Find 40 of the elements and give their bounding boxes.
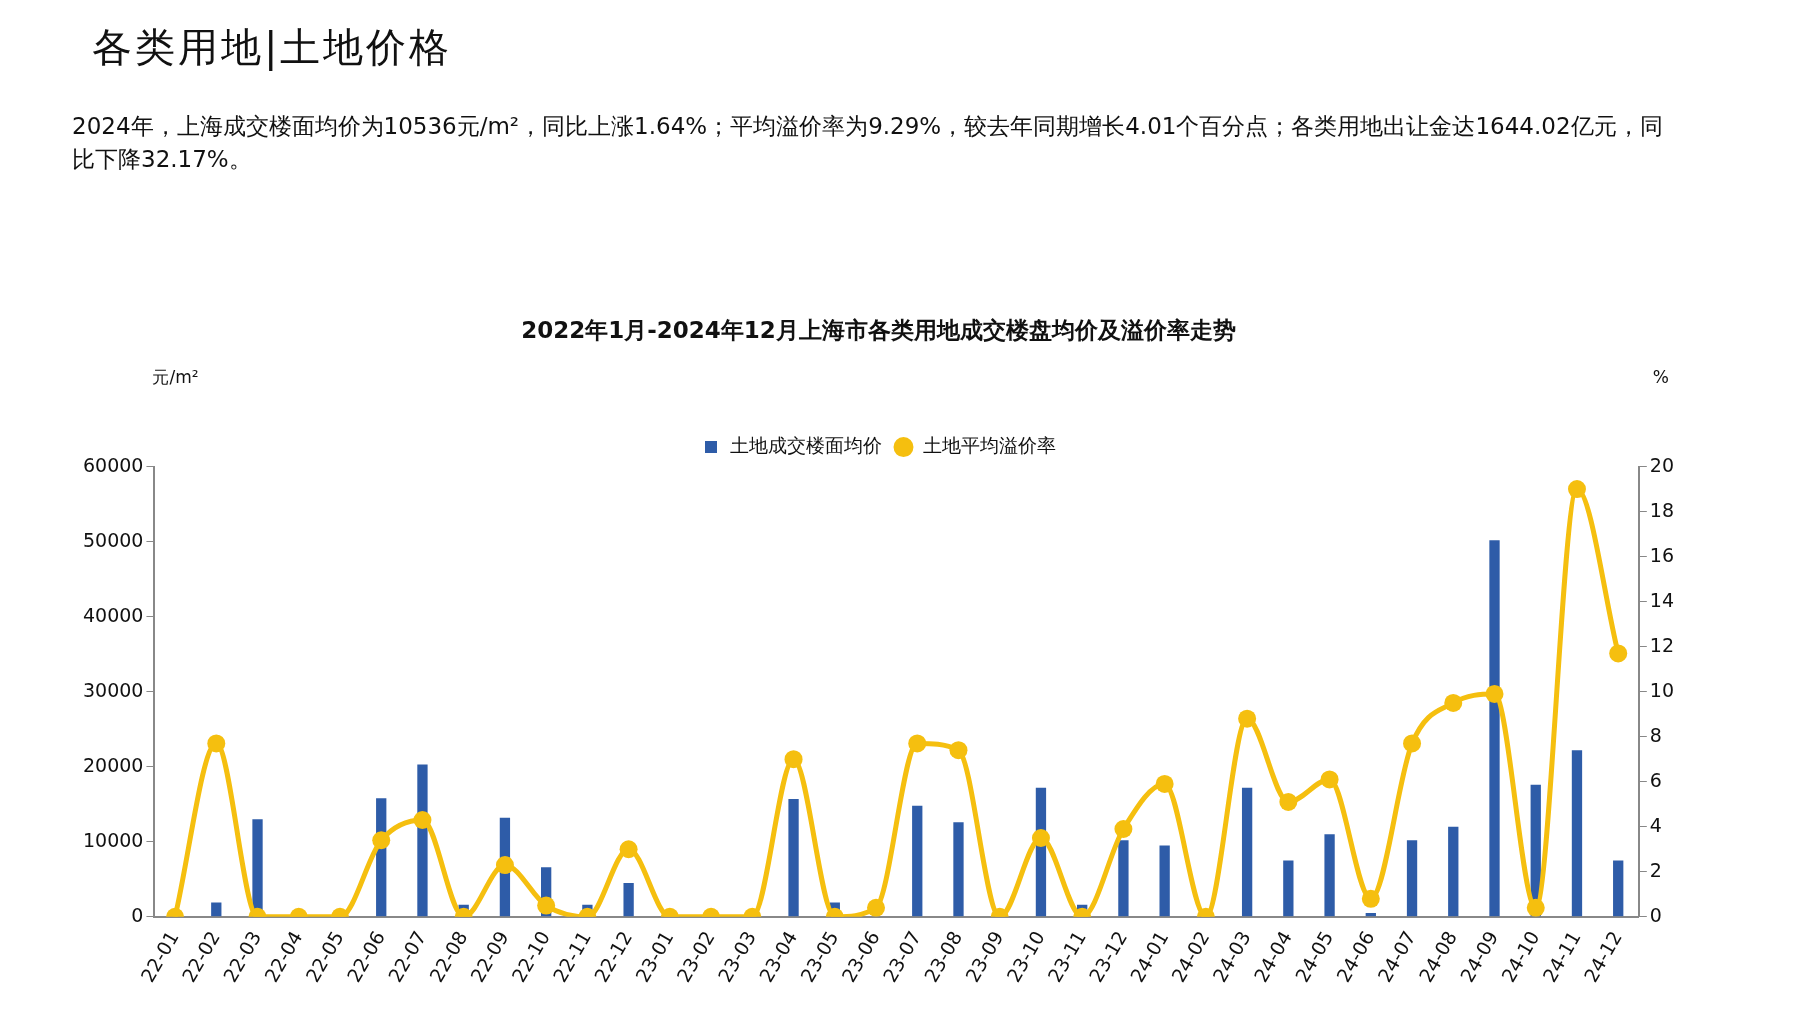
text: 2024年，上海成交楼面均价为10536元/m²，同比上涨1.64%；平均溢价率为9.29%，较去年同期增长4.01个百分点；各类用地出让金达1644.02亿元，同比下降32.17%。: [72, 112, 1664, 174]
y-tick-label: 50000: [82, 528, 144, 551]
y2-tick-label: 20: [1649, 453, 1675, 476]
chart-title: 2022年1月-2024年12月上海市各类用地成交楼盘均价及溢价率走势: [521, 316, 1236, 343]
y2-tick-label: 8: [1649, 723, 1662, 746]
y-tick-label: 40000: [82, 603, 144, 626]
y2-tick-label: 14: [1649, 588, 1675, 611]
bar: [1613, 860, 1624, 917]
bar: [211, 902, 222, 917]
y-tick-label: 10000: [82, 828, 144, 851]
legend-label: 土地平均溢价率: [922, 434, 1056, 457]
bar: [1159, 845, 1170, 917]
bar: [953, 822, 964, 917]
bar: [1571, 750, 1583, 917]
bar: [912, 805, 923, 917]
bar: [1406, 840, 1418, 917]
bar: [623, 883, 634, 917]
legend-label: 土地成交楼面均价: [730, 434, 882, 457]
y2-tick-label: 12: [1649, 633, 1675, 656]
y2-tick-label: 18: [1649, 498, 1675, 521]
y2-tick-label: 4: [1649, 813, 1662, 836]
y2-tick-label: 6: [1649, 768, 1662, 791]
y2-tick-label: 2: [1649, 858, 1662, 881]
bar: [1118, 840, 1129, 917]
y-tick-label: 20000: [82, 753, 144, 776]
bar: [788, 798, 799, 917]
bar: [1283, 860, 1294, 917]
bar: [1489, 540, 1500, 917]
text: 各类用地|土地价格: [92, 23, 453, 73]
y-tick-label: 30000: [82, 678, 144, 701]
y-tick-label: 0: [131, 903, 144, 926]
y-axis-title: 元/m²: [152, 366, 199, 387]
bar: [1324, 834, 1335, 917]
bar: [1448, 826, 1459, 917]
y2-axis-title: %: [1652, 366, 1669, 387]
y2-tick-label: 0: [1649, 903, 1662, 926]
y2-tick-label: 10: [1649, 678, 1675, 701]
bar: [1241, 787, 1253, 917]
y2-tick-label: 16: [1649, 543, 1675, 566]
y-tick-label: 60000: [82, 453, 144, 476]
